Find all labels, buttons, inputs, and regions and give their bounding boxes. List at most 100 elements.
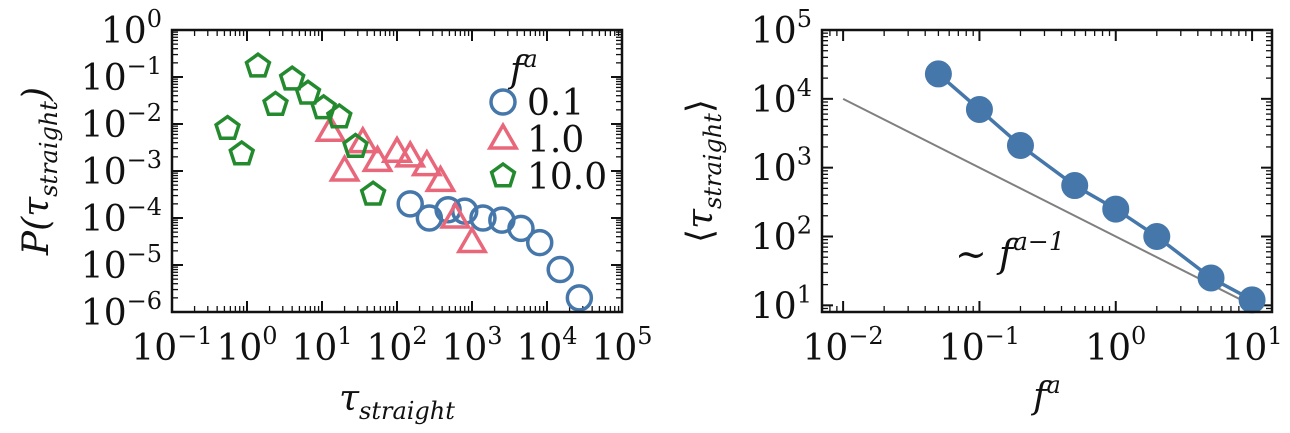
point-series-1 [380,134,414,164]
right-y-tick-label-exp: 4 [797,74,812,102]
right-x-tick-label-exp: 1 [1267,322,1282,350]
point-mean-time [1102,195,1130,223]
left-data-points [214,52,594,312]
left-plot-frame [170,28,624,314]
right-x-tick-label-exp: −1 [985,322,1020,350]
left-x-tick-label-exp: 4 [562,322,577,350]
legend-label-0: 0.1 [527,83,584,124]
point-series-1 [424,164,457,193]
point-series-2 [262,90,289,116]
legend-marker-0 [489,88,517,116]
right-x-tick-label-base: 10 [939,328,985,369]
legend-label-2: 10.0 [527,157,607,198]
right-plot-frame [820,28,1274,314]
left-x-tick-label-base: 10 [366,328,412,369]
left-y-tick-label-exp: −6 [127,287,162,315]
right-x-tick-label: 101 [1222,322,1283,369]
legend-marker-2 [489,161,517,188]
left-x-tick-label-base: 10 [216,328,262,369]
left-y-tick-label-base: 10 [81,293,127,334]
point-series-0 [565,284,594,312]
point-series-2 [359,180,387,206]
right-data-points [924,60,1266,314]
right-y-tick-label-base: 10 [751,286,797,327]
left-x-tick-label-base: 10 [131,328,177,369]
right-x-tick-label-exp: 0 [1131,322,1146,350]
right-ylabel-tau: τ [680,208,721,229]
right-y-tick-label-base: 10 [751,217,797,258]
left-y-tick-label-base: 10 [81,58,127,99]
point-series-0 [396,190,424,218]
left-y-tick-label: 10−5 [81,240,162,287]
point-series-2 [214,114,241,141]
left-x-tick-label: 103 [441,322,502,369]
left-x-tick-label-base: 10 [516,328,562,369]
right-x-tick-label-exp: −2 [848,322,883,350]
right-ylabel-close: ⟩ [680,99,721,113]
point-mean-time [965,95,993,123]
left-y-tick-label: 10−4 [81,193,162,240]
right-y-tick-label: 104 [751,74,812,121]
left-x-tick-label-base: 10 [441,328,487,369]
left-x-axis-label: τstraight [339,378,455,425]
point-mean-time [1006,131,1034,159]
right-y-tick-label-base: 10 [751,11,797,52]
left-y-tick-label: 10−3 [81,146,162,193]
right-y-tick-label-exp: 1 [797,280,812,308]
left-ylabel-sub: straight [35,101,63,197]
left-y-tick-label-base: 10 [81,105,127,146]
left-x-tick-label-base: 10 [291,328,337,369]
left-x-tick-label: 105 [591,322,652,369]
left-x-tick-label: 101 [291,322,352,369]
left-y-tick-label: 10−6 [81,287,162,334]
panel-distribution: 10−1 100 101 102 103 104 10510−610−510−410−310… [16,5,653,425]
left-ylabel-p: P(τ [16,196,57,256]
left-x-tick-label-exp: 0 [262,322,277,350]
right-y-tick-label: 102 [751,211,812,258]
right-y-tick-label: 101 [751,280,812,327]
right-ylabel-sub: straight [699,113,727,209]
right-y-tick-label-base: 10 [751,80,797,121]
left-xlabel-tau: τ [339,378,360,419]
left-x-tick-label-exp: −1 [177,322,212,350]
right-x-axis-label: fa [1030,371,1061,417]
point-series-0 [525,228,554,257]
reference-line [842,97,1253,307]
left-y-tick-label-exp: −5 [127,240,162,268]
legend-title-a: a [523,45,537,73]
left-y-tick-label-base: 10 [81,199,127,240]
left-y-tick-label-base: 10 [81,152,127,193]
right-y-tick-label-exp: 2 [797,211,812,239]
right-y-tick-label-base: 10 [751,149,797,190]
point-mean-time [1197,264,1225,292]
point-series-1 [314,113,347,143]
annot-tilde: ∼ [955,232,999,276]
right-y-tick-label-exp: 3 [797,143,812,171]
left-xlabel-sub: straight [359,397,455,425]
point-series-2 [244,52,272,78]
left-y-tick-label-exp: −3 [127,146,162,174]
left-tick-labels: 10−1 100 101 102 103 104 10510−610−510−410−310… [81,5,653,369]
right-x-tick-label: 10−2 [803,322,884,369]
right-x-tick-label-base: 10 [1085,328,1131,369]
left-y-tick-label-base: 10 [101,11,147,52]
left-x-tick-label: 104 [516,322,577,369]
annot-exp: a−1 [1013,227,1065,256]
point-series-2 [278,65,306,91]
point-series-1 [439,200,472,229]
left-x-tick-label: 10−1 [131,322,212,369]
point-mean-time [924,60,952,88]
left-y-tick-label-exp: 0 [147,5,162,33]
left-x-tick-label: 100 [216,322,277,369]
right-x-tick-label: 100 [1085,322,1146,369]
point-series-1 [394,139,427,168]
point-mean-time [1238,286,1266,314]
point-series-1 [410,148,443,177]
legend-marker-1 [486,121,520,150]
point-series-0 [469,204,497,232]
left-y-axis-label: P(τstraight) [16,87,63,256]
left-y-tick-label-exp: −4 [127,193,162,221]
